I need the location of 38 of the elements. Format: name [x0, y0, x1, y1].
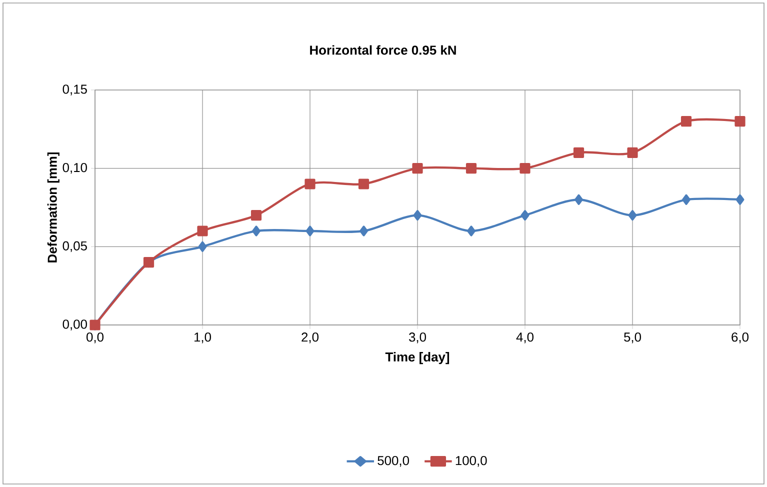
point — [628, 210, 637, 221]
point — [734, 116, 746, 127]
legend-label: 500,0 — [378, 456, 410, 467]
y-axis-title: Deformation [mm] — [47, 152, 60, 262]
y-tick-label: 0,15 — [62, 84, 87, 96]
point — [358, 178, 370, 190]
point — [413, 210, 422, 221]
point — [736, 194, 744, 205]
x-tick-label: 4,0 — [516, 332, 534, 344]
point — [627, 147, 638, 158]
x-tick-label: 6,0 — [732, 332, 749, 344]
point — [520, 163, 530, 174]
point — [573, 147, 584, 158]
point — [412, 163, 423, 174]
x-tick-label: 0,0 — [86, 332, 104, 344]
point — [360, 226, 368, 236]
point — [304, 178, 316, 190]
chart-title: Horizontal force 0.95 kN — [310, 45, 456, 55]
point — [197, 226, 208, 236]
legend-label: 100,0 — [456, 456, 487, 467]
point — [467, 226, 476, 236]
point — [682, 194, 691, 205]
x-tick-label: 3,0 — [409, 332, 426, 344]
y-tick-label: 0,05 — [62, 241, 87, 252]
point — [198, 241, 207, 252]
x-tick-label: 2,0 — [302, 332, 319, 344]
point — [306, 226, 314, 236]
point — [250, 210, 262, 221]
point — [252, 226, 261, 236]
point — [466, 163, 477, 174]
x-tick-label: 1,0 — [194, 332, 212, 344]
x-axis-title: Time [day] — [385, 352, 450, 364]
y-tick-label: 0,00 — [62, 320, 87, 330]
y-tick-label: 0,10 — [62, 162, 87, 174]
point — [680, 116, 692, 127]
point — [520, 210, 530, 221]
x-tick-label: 5,0 — [624, 332, 642, 344]
point — [574, 194, 583, 205]
